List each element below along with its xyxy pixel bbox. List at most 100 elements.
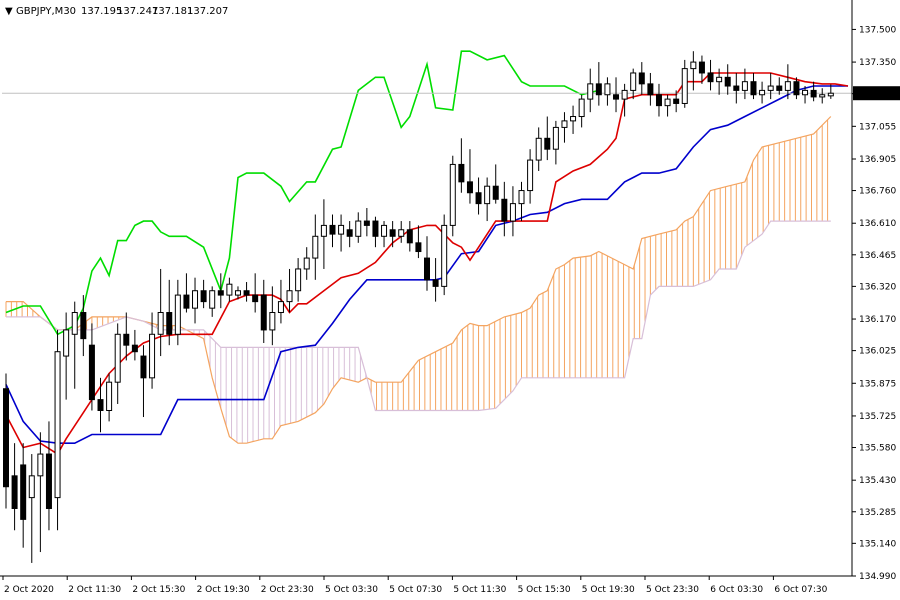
candle-body [286, 290, 293, 303]
candle-body [63, 329, 70, 357]
y-tick-label: 134.990 [859, 572, 896, 582]
x-tick-label: 2 Oct 11:30 [68, 585, 121, 595]
x-tick-label: 2 Oct 15:30 [132, 585, 185, 595]
candle-body [217, 290, 224, 296]
candle-body [355, 220, 362, 237]
candle-body [432, 279, 439, 287]
candle-body [570, 116, 577, 122]
candle-body [527, 159, 534, 192]
candle-body [501, 198, 508, 222]
header-arrow-icon[interactable]: ▼ [5, 6, 13, 17]
x-tick-label: 2 Oct 23:30 [261, 585, 314, 595]
candle-body [140, 355, 147, 379]
candle-body [295, 268, 302, 292]
candle-body [174, 294, 181, 335]
candle-body [389, 229, 396, 237]
candle-body [381, 224, 388, 237]
candle-body [716, 76, 723, 83]
candle-body [458, 163, 465, 183]
candle-body [810, 89, 817, 98]
y-tick-label: 136.025 [859, 347, 896, 357]
y-tick-label: 136.320 [859, 282, 896, 292]
candle-body [346, 229, 353, 237]
y-tick-label: 136.610 [859, 219, 896, 229]
header-open: 137.195 [81, 6, 122, 17]
candle-body [329, 224, 336, 235]
candle-body [303, 257, 310, 270]
candle-body [587, 83, 594, 100]
candle-body [80, 312, 87, 340]
candle-body [630, 72, 637, 91]
candle-body [372, 220, 379, 237]
candle-body [243, 290, 250, 296]
candle-body [595, 83, 602, 96]
candle-body [441, 224, 448, 287]
candle-body [613, 94, 620, 100]
y-tick-label: 137.055 [859, 122, 896, 132]
x-tick-label: 2 Oct 2020 [4, 585, 54, 595]
y-tick-label: 135.285 [859, 508, 896, 518]
candle-body [37, 453, 44, 477]
candle-body [776, 85, 783, 91]
candle-body [741, 81, 748, 91]
x-tick-label: 5 Oct 19:30 [582, 585, 635, 595]
candle-body [759, 89, 766, 96]
candle-body [604, 83, 611, 96]
candle-body [54, 351, 61, 499]
candle-body [535, 137, 542, 161]
candle-body [552, 126, 559, 150]
candle-body [123, 333, 130, 346]
y-tick-label: 135.140 [859, 539, 896, 549]
x-tick-label: 5 Oct 11:30 [453, 585, 506, 595]
candle-body [621, 89, 628, 100]
candle-body [578, 98, 585, 118]
chikou-span-line [5, 50, 599, 336]
candle-body [767, 85, 774, 91]
x-tick-label: 6 Oct 03:30 [710, 585, 763, 595]
candles [3, 51, 834, 563]
x-tick-label: 2 Oct 19:30 [197, 585, 250, 595]
candle-body [71, 312, 78, 335]
candle-body [11, 475, 18, 509]
candle-body [750, 81, 757, 96]
candle-body [827, 92, 834, 97]
candle-body [269, 312, 276, 331]
candle-body [192, 290, 199, 309]
candle-body [226, 283, 233, 296]
y-tick-label: 135.580 [859, 444, 896, 454]
header-close: 137.207 [187, 6, 228, 17]
candle-body [424, 257, 430, 281]
x-tick-label: 5 Oct 15:30 [518, 585, 571, 595]
current-price-tag [853, 86, 900, 101]
candle-body [157, 312, 164, 335]
candle-body [252, 294, 259, 303]
candle-body [234, 290, 241, 296]
candle-body [819, 94, 826, 98]
candle-body [131, 344, 138, 353]
candle-body [209, 290, 216, 309]
candle-body [484, 185, 491, 205]
candle-body [166, 312, 173, 335]
y-tick-label: 136.905 [859, 155, 896, 165]
ichimoku-cloud [5, 119, 829, 444]
candle-body [114, 333, 121, 383]
candle-body [363, 220, 370, 226]
x-tick-label: 5 Oct 07:30 [389, 585, 442, 595]
candle-body [802, 89, 809, 96]
candle-body [149, 333, 156, 379]
candle-body [707, 72, 714, 83]
candle-body [638, 72, 645, 85]
y-tick-label: 137.350 [859, 58, 896, 68]
kijun-sen-line [5, 85, 848, 445]
candle-body [277, 301, 284, 314]
header-low: 137.181 [152, 6, 193, 17]
header: ▼ GBPJPY,M30 137.195 137.247 137.181 137… [5, 6, 228, 17]
header-high: 137.247 [117, 6, 158, 17]
candle-body [475, 192, 482, 205]
candle-body [88, 344, 95, 401]
candle-body [655, 94, 662, 107]
candle-body [681, 68, 688, 104]
